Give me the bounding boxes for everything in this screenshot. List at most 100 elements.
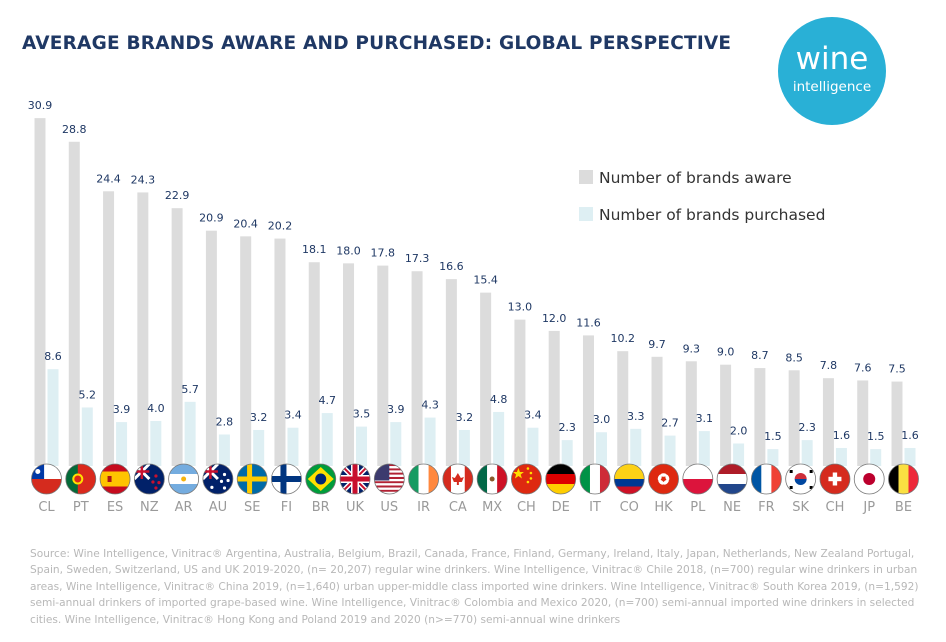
- bar-purchased-de: [561, 440, 573, 466]
- category-label: PL: [690, 500, 706, 515]
- data-label-purchased: 3.9: [113, 403, 131, 416]
- data-label-purchased: 3.2: [456, 411, 474, 424]
- bar-purchased-fr: [767, 449, 779, 466]
- poland-flag-icon: [682, 463, 714, 495]
- data-label-purchased: 1.6: [833, 429, 851, 442]
- legend-label-aware: Number of brands aware: [599, 169, 792, 187]
- data-label-aware: 20.2: [268, 220, 293, 233]
- category-label: AR: [175, 500, 193, 515]
- bar-purchased-mx: [493, 411, 505, 466]
- logo-word-wine: wine: [796, 41, 869, 77]
- category-label: UK: [346, 500, 365, 515]
- data-label-aware: 18.1: [302, 243, 327, 256]
- bar-aware-be: [891, 381, 903, 466]
- category-label: BE: [895, 500, 912, 515]
- data-label-purchased: 3.4: [524, 409, 542, 422]
- sweden-flag-icon: [236, 463, 268, 495]
- bar-purchased-us: [390, 422, 402, 466]
- bar-aware-hk: [651, 356, 663, 466]
- bar-purchased-be: [904, 447, 916, 466]
- category-label: NZ: [140, 500, 159, 515]
- bar-purchased-pt: [81, 407, 93, 466]
- data-label-aware: 11.6: [576, 316, 601, 329]
- data-label-purchased: 1.6: [901, 429, 919, 442]
- data-label-purchased: 8.6: [44, 350, 62, 363]
- data-label-aware: 9.3: [683, 342, 701, 355]
- japan-flag-icon: [853, 463, 885, 495]
- bar-purchased-au: [218, 434, 230, 466]
- data-label-aware: 28.8: [62, 123, 87, 136]
- data-label-purchased: 1.5: [764, 430, 782, 443]
- data-label-aware: 22.9: [165, 189, 190, 202]
- bar-aware-fr: [754, 368, 766, 466]
- canada-flag-icon: [442, 463, 474, 495]
- data-label-purchased: 3.1: [696, 412, 714, 425]
- data-label-aware: 8.7: [751, 349, 769, 362]
- bar-purchased-fi: [287, 427, 299, 466]
- category-label: US: [380, 500, 398, 515]
- bar-purchased-nz: [150, 420, 162, 466]
- data-label-purchased: 4.8: [490, 393, 508, 406]
- ireland-flag-icon: [408, 463, 439, 495]
- data-label-purchased: 5.7: [181, 383, 199, 396]
- germany-flag-icon: [545, 463, 577, 495]
- category-label: NE: [723, 500, 741, 515]
- bars-layer: [34, 118, 916, 467]
- hong-kong-flag-icon: [648, 463, 679, 495]
- usa-flag-icon: [373, 463, 405, 495]
- bar-aware-pt: [68, 141, 80, 466]
- bar-purchased-cl: [47, 369, 59, 466]
- category-label: AU: [209, 500, 227, 515]
- bar-aware-ir: [411, 271, 423, 466]
- source-footnote: Source: Wine Intelligence, Vinitrac® Arg…: [30, 548, 919, 626]
- data-label-aware: 10.2: [611, 332, 636, 345]
- category-label: SE: [244, 500, 260, 515]
- bar-purchased-ne: [733, 443, 745, 466]
- data-label-purchased: 2.8: [216, 415, 234, 428]
- bar-aware-uk: [343, 263, 355, 466]
- category-label: JP: [862, 500, 875, 515]
- data-label-aware: 9.7: [648, 338, 666, 351]
- bar-aware-ca: [445, 279, 457, 466]
- data-label-purchased: 5.2: [79, 388, 97, 401]
- data-label-aware: 17.3: [405, 252, 430, 265]
- brazil-flag-icon: [305, 463, 337, 495]
- bar-aware-co: [617, 351, 629, 466]
- category-label: CO: [620, 500, 639, 515]
- china-flag-icon: [511, 463, 542, 495]
- category-label: ES: [107, 500, 123, 515]
- bar-aware-sk: [788, 370, 800, 466]
- bar-aware-br: [308, 262, 320, 466]
- data-label-purchased: 3.3: [627, 410, 645, 423]
- bar-purchased-ch: [835, 447, 847, 466]
- data-label-aware: 24.4: [96, 172, 121, 185]
- spain-flag-icon: [99, 463, 131, 495]
- data-label-purchased: 3.2: [250, 411, 268, 424]
- new-zealand-flag-icon: [133, 463, 165, 495]
- bar-aware-ch: [514, 319, 526, 466]
- bar-purchased-es: [116, 422, 128, 466]
- data-label-aware: 9.0: [717, 346, 735, 359]
- flags-layer: [31, 463, 919, 495]
- data-label-purchased: 3.9: [387, 403, 405, 416]
- data-label-aware: 30.9: [28, 99, 53, 112]
- bar-purchased-se: [253, 429, 265, 466]
- italy-flag-icon: [579, 463, 611, 495]
- data-label-aware: 15.4: [473, 274, 498, 287]
- data-label-purchased: 4.7: [318, 394, 336, 407]
- legend: Number of brands aware Number of brands …: [579, 169, 825, 224]
- labels-layer: 30.9 8.6 CL 28.8 5.2 PT 24.4 3.9 ES 24.3 4.0 NZ 22.9…: [28, 99, 919, 515]
- data-label-purchased: 4.3: [421, 399, 439, 412]
- data-label-aware: 8.5: [785, 351, 803, 364]
- chart-title: AVERAGE BRANDS AWARE AND PURCHASED: GLOB…: [22, 33, 732, 54]
- data-label-purchased: 2.7: [661, 417, 679, 430]
- data-label-aware: 18.0: [336, 244, 361, 257]
- data-label-purchased: 2.3: [558, 421, 576, 434]
- bar-aware-ar: [171, 208, 183, 467]
- chile-flag-icon: [31, 463, 62, 495]
- australia-flag-icon: [202, 463, 234, 495]
- bar-purchased-ca: [458, 429, 470, 466]
- bar-aware-us: [377, 265, 389, 466]
- bar-purchased-pl: [698, 431, 710, 466]
- bar-aware-mx: [480, 292, 492, 466]
